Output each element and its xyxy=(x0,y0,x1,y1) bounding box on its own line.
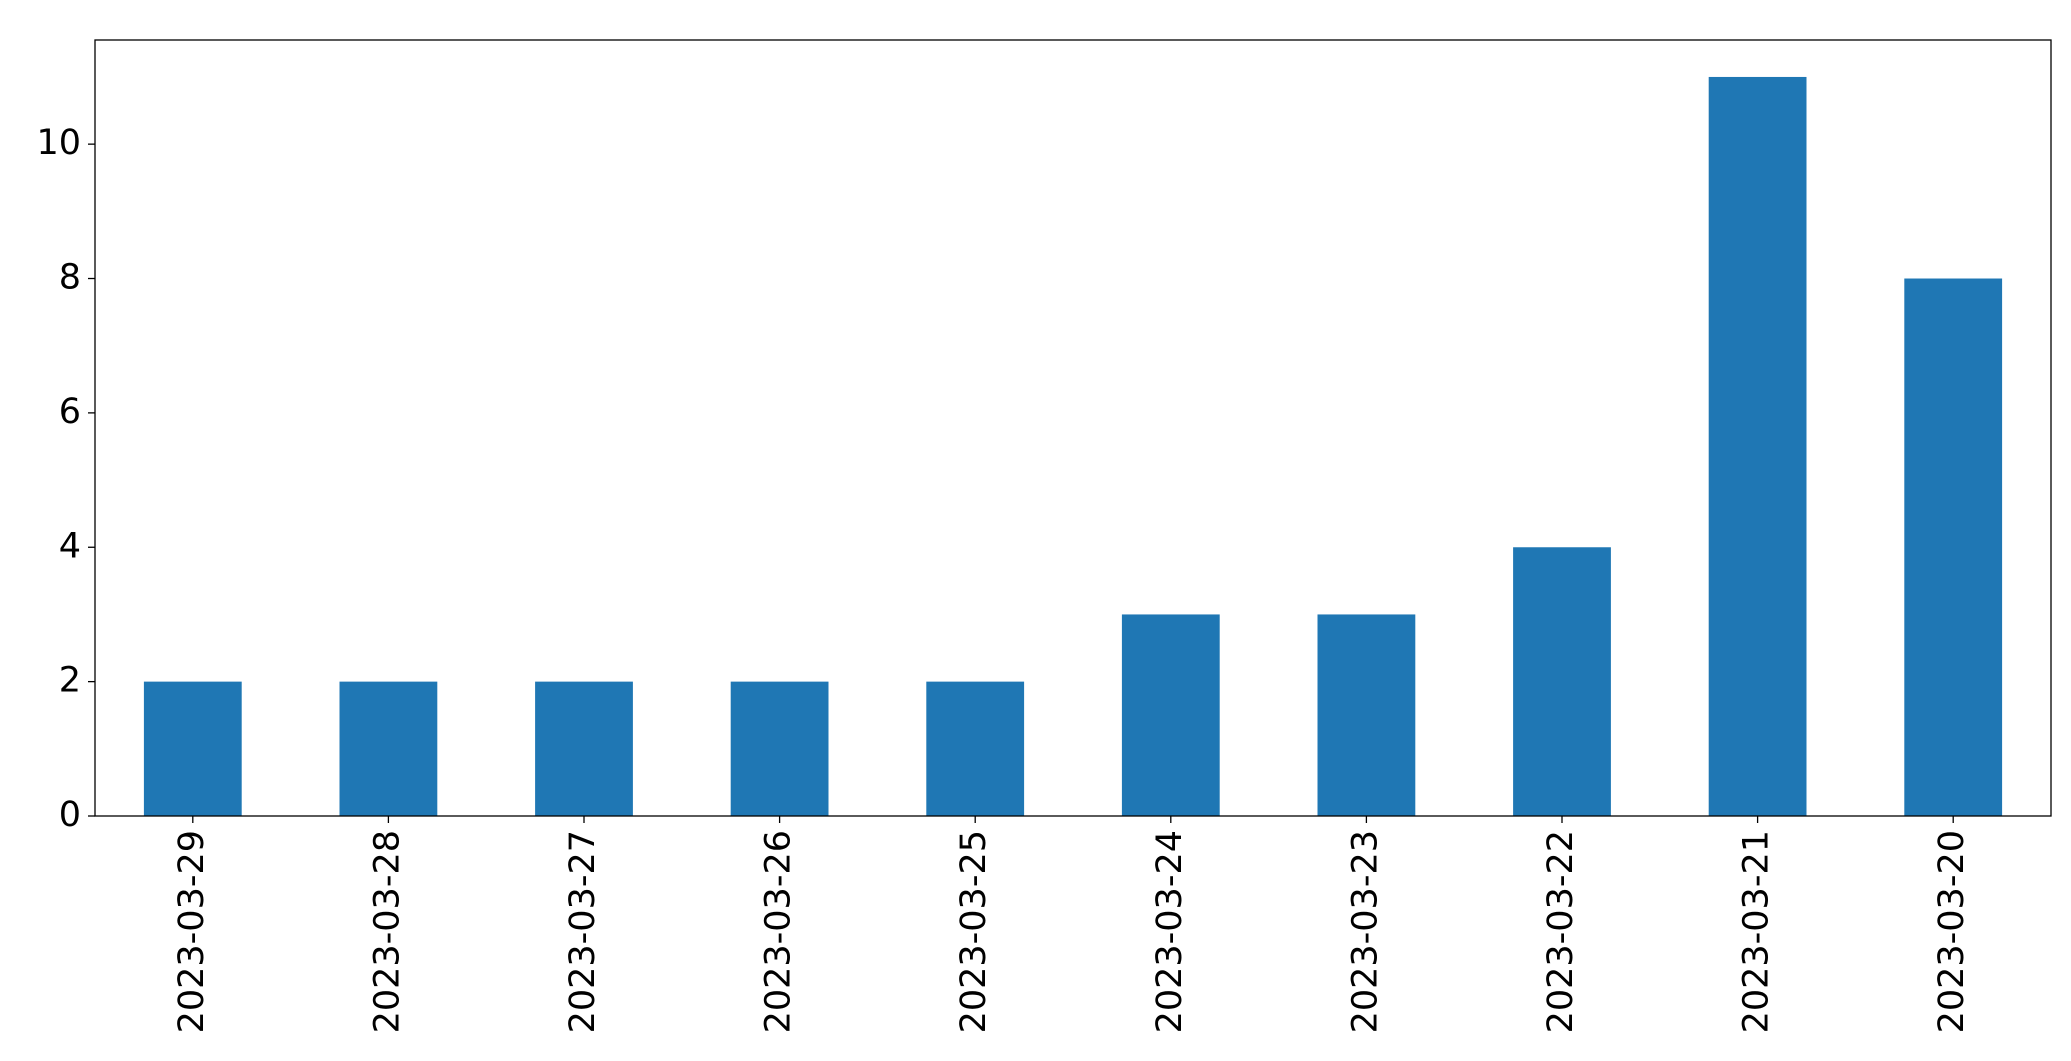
x-tick-label: 2023-03-27 xyxy=(563,830,603,1033)
bar xyxy=(1904,278,2003,816)
x-tick-label: 2023-03-20 xyxy=(1932,830,1972,1033)
y-tick-label: 10 xyxy=(36,123,81,163)
x-tick-label: 2023-03-22 xyxy=(1541,830,1581,1033)
x-tick-label: 2023-03-21 xyxy=(1737,830,1777,1033)
bar xyxy=(1513,547,1611,816)
y-tick-label: 6 xyxy=(59,392,81,432)
y-tick-label: 0 xyxy=(59,795,81,835)
bar xyxy=(1317,614,1416,816)
x-tick-label: 2023-03-29 xyxy=(172,830,212,1033)
bar xyxy=(339,681,438,816)
bar xyxy=(1708,76,1807,816)
bar xyxy=(730,681,829,816)
x-tick-label: 2023-03-28 xyxy=(367,830,407,1033)
x-tick-label: 2023-03-23 xyxy=(1345,830,1385,1033)
axes-frame xyxy=(94,39,2052,817)
bar xyxy=(143,681,242,816)
bar xyxy=(926,681,1025,816)
y-tick-label: 4 xyxy=(59,526,81,566)
x-tick-label: 2023-03-26 xyxy=(759,830,799,1033)
y-tick-label: 2 xyxy=(59,661,81,701)
bar xyxy=(535,681,633,816)
y-tick-label: 8 xyxy=(59,258,81,298)
x-tick-label: 2023-03-24 xyxy=(1150,830,1190,1033)
bar xyxy=(1121,614,1220,816)
x-tick-label: 2023-03-25 xyxy=(954,830,994,1033)
